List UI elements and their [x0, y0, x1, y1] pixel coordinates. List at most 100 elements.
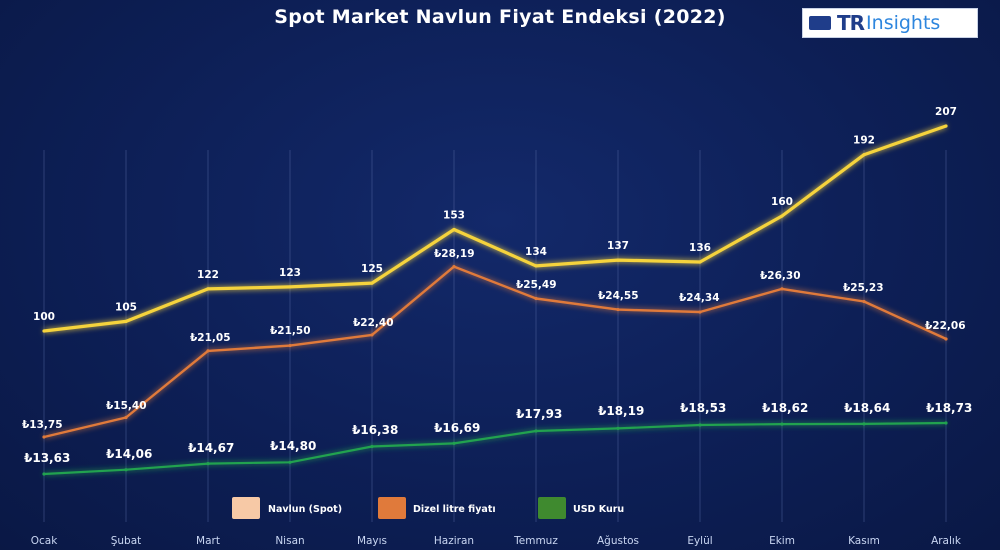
logo-text-bold: TR — [837, 11, 865, 35]
legend-swatch — [232, 497, 260, 519]
dizel-value-label: ₺15,40 — [106, 400, 147, 412]
navlun-value-label: 136 — [689, 242, 711, 254]
usd-value-label: ₺13,63 — [24, 451, 70, 465]
navlun-value-label: 100 — [33, 311, 55, 323]
dizel-value-label: ₺28,19 — [434, 248, 475, 260]
usd-point — [534, 429, 538, 433]
dizel-point — [370, 333, 374, 337]
navlun-point — [124, 319, 128, 324]
usd-point — [698, 423, 702, 427]
x-tick-label: Eylül — [687, 535, 712, 547]
navlun-value-label: 160 — [771, 196, 793, 208]
navlun-value-label: 125 — [361, 263, 383, 275]
dizel-value-label: ₺21,50 — [270, 325, 311, 337]
dizel-value-label: ₺21,05 — [190, 332, 231, 344]
navlun-point — [616, 258, 620, 262]
usd-point — [452, 441, 456, 445]
dizel-point — [780, 287, 784, 291]
x-tick-label: Kasım — [848, 535, 880, 547]
usd-point — [370, 444, 374, 449]
navlun-point — [452, 227, 456, 232]
brand-logo: TR Insights — [802, 8, 978, 38]
logo-text-light: Insights — [866, 12, 941, 34]
x-tick-label: Temmuz — [513, 535, 558, 547]
dizel-point — [616, 307, 620, 312]
dizel-point — [452, 265, 456, 269]
dizel-point — [124, 415, 128, 420]
usd-value-label: ₺14,67 — [188, 441, 234, 455]
usd-point — [780, 422, 784, 426]
navlun-value-label: 105 — [115, 301, 137, 313]
x-tick-label: Ekim — [769, 535, 795, 547]
usd-value-label: ₺16,69 — [434, 421, 480, 435]
dizel-point — [698, 310, 702, 314]
navlun-point — [862, 153, 866, 157]
dizel-line — [43, 265, 947, 439]
usd-value-label: ₺17,93 — [516, 407, 562, 421]
x-tick-label: Şubat — [111, 535, 142, 547]
x-tick-label: Mart — [196, 535, 220, 547]
usd-value-label: ₺18,53 — [680, 401, 726, 415]
navlun-point — [288, 285, 292, 289]
dizel-point — [862, 299, 866, 304]
usd-line — [43, 421, 947, 476]
dizel-value-label: ₺22,40 — [353, 317, 394, 329]
usd-value-label: ₺18,73 — [926, 401, 972, 415]
navlun-value-label: 137 — [607, 240, 629, 252]
navlun-value-label: 153 — [443, 209, 465, 221]
dizel-value-label: ₺25,23 — [843, 282, 884, 294]
dizel-value-label: ₺24,55 — [598, 290, 639, 302]
navlun-point — [370, 281, 374, 285]
truck-icon — [809, 16, 831, 30]
usd-point — [944, 421, 948, 425]
dizel-value-label: ₺25,49 — [516, 279, 557, 291]
navlun-point — [698, 260, 702, 264]
x-tick-label: Haziran — [434, 535, 474, 547]
usd-value-label: ₺18,64 — [844, 401, 890, 415]
x-tick-label: Nisan — [275, 535, 304, 547]
usd-point — [616, 426, 620, 430]
dizel-point — [42, 435, 46, 439]
navlun-point — [534, 264, 538, 268]
navlun-point — [206, 287, 210, 291]
usd-point — [124, 468, 128, 472]
legend-label: USD Kuru — [573, 504, 624, 515]
dizel-point — [206, 349, 210, 353]
navlun-value-label: 207 — [935, 106, 957, 118]
navlun-value-label: 192 — [853, 135, 875, 147]
legend-label: Navlun (Spot) — [268, 504, 342, 515]
navlun-value-label: 122 — [197, 269, 219, 281]
navlun-point — [42, 329, 46, 333]
dizel-point — [288, 343, 292, 348]
usd-value-label: ₺14,06 — [106, 447, 152, 461]
usd-value-label: ₺18,19 — [598, 404, 644, 418]
usd-value-label: ₺14,80 — [270, 439, 316, 453]
x-tick-label: Mayıs — [357, 535, 387, 547]
navlun-point — [780, 214, 784, 218]
legend-swatch — [538, 497, 566, 519]
dizel-value-label: ₺13,75 — [22, 419, 63, 431]
usd-value-label: ₺18,62 — [762, 401, 808, 415]
usd-value-label: ₺16,38 — [352, 423, 398, 437]
navlun-value-label: 123 — [279, 267, 301, 279]
dizel-value-label: ₺26,30 — [760, 270, 801, 282]
usd-point — [42, 472, 46, 476]
legend-label: Dizel litre fiyatı — [413, 504, 496, 515]
x-tick-label: Ocak — [31, 535, 58, 547]
x-tick-label: Aralık — [931, 535, 962, 547]
dizel-point — [944, 337, 948, 341]
navlun-point — [944, 124, 948, 128]
dizel-value-label: ₺22,06 — [925, 320, 966, 332]
x-tick-label: Ağustos — [597, 535, 639, 547]
usd-point — [288, 460, 292, 464]
navlun-line — [43, 124, 947, 333]
dizel-point — [534, 296, 538, 301]
navlun-value-label: 134 — [525, 246, 547, 258]
usd-point — [206, 462, 210, 466]
dizel-value-label: ₺24,34 — [679, 292, 720, 304]
legend-swatch — [378, 497, 406, 519]
chart-title: Spot Market Navlun Fiyat Endeksi (2022) — [274, 6, 726, 28]
usd-point — [862, 422, 866, 426]
